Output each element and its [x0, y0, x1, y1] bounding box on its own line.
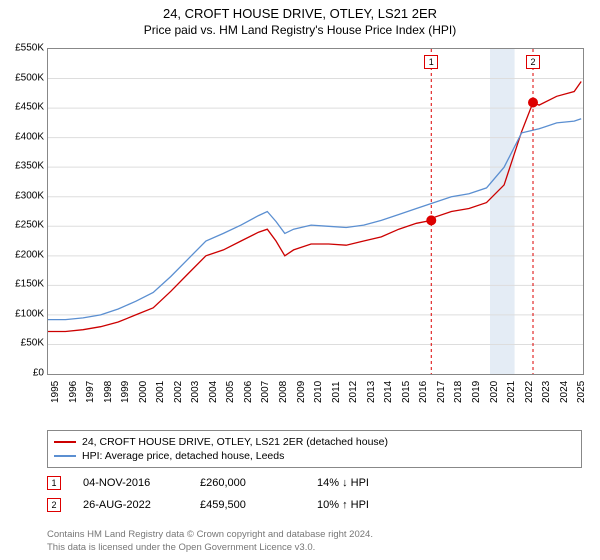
sale-id-box: 2	[47, 498, 61, 512]
sale-id-box: 1	[47, 476, 61, 490]
page-title: 24, CROFT HOUSE DRIVE, OTLEY, LS21 2ER	[0, 0, 600, 21]
footer-text: Contains HM Land Registry data © Crown c…	[47, 529, 582, 554]
x-tick-label: 2014	[383, 381, 394, 403]
table-row: 2 26-AUG-2022 £459,500 10% ↑ HPI	[47, 494, 582, 516]
y-tick-label: £200K	[15, 249, 44, 260]
x-tick-label: 2007	[260, 381, 271, 403]
x-tick-label: 1996	[68, 381, 79, 403]
legend-label: 24, CROFT HOUSE DRIVE, OTLEY, LS21 2ER (…	[82, 436, 388, 448]
x-tick-label: 2009	[296, 381, 307, 403]
x-tick-label: 2002	[173, 381, 184, 403]
y-tick-label: £450K	[15, 102, 44, 113]
y-tick-label: £150K	[15, 279, 44, 290]
x-tick-label: 2006	[243, 381, 254, 403]
y-tick-label: £550K	[15, 43, 44, 54]
y-tick-label: £400K	[15, 131, 44, 142]
x-tick-label: 2003	[190, 381, 201, 403]
legend-item: 24, CROFT HOUSE DRIVE, OTLEY, LS21 2ER (…	[54, 435, 575, 449]
y-tick-label: £50K	[21, 338, 44, 349]
y-tick-label: £500K	[15, 72, 44, 83]
y-tick-label: £0	[33, 368, 44, 379]
legend-swatch	[54, 455, 76, 457]
sale-price: £459,500	[200, 499, 295, 511]
sale-delta: 10% ↑ HPI	[317, 499, 412, 511]
y-tick-label: £300K	[15, 190, 44, 201]
x-tick-label: 2023	[541, 381, 552, 403]
x-tick-label: 2016	[418, 381, 429, 403]
legend-swatch	[54, 441, 76, 443]
y-tick-label: £250K	[15, 220, 44, 231]
x-tick-label: 2017	[436, 381, 447, 403]
x-tick-label: 2004	[208, 381, 219, 403]
x-tick-label: 2000	[138, 381, 149, 403]
x-tick-label: 2019	[471, 381, 482, 403]
sales-table: 1 04-NOV-2016 £260,000 14% ↓ HPI 2 26-AU…	[47, 472, 582, 516]
legend-item: HPI: Average price, detached house, Leed…	[54, 449, 575, 463]
sale-date: 04-NOV-2016	[83, 477, 178, 489]
legend-label: HPI: Average price, detached house, Leed…	[82, 450, 284, 462]
x-tick-label: 2024	[559, 381, 570, 403]
x-tick-label: 1999	[120, 381, 131, 403]
sale-delta: 14% ↓ HPI	[317, 477, 412, 489]
x-tick-label: 2020	[489, 381, 500, 403]
sale-price: £260,000	[200, 477, 295, 489]
price-chart: 12	[47, 48, 584, 375]
y-tick-label: £350K	[15, 161, 44, 172]
x-tick-label: 2001	[155, 381, 166, 403]
x-tick-label: 2021	[506, 381, 517, 403]
page-subtitle: Price paid vs. HM Land Registry's House …	[0, 21, 600, 43]
x-tick-label: 2008	[278, 381, 289, 403]
sale-date: 26-AUG-2022	[83, 499, 178, 511]
x-tick-label: 2011	[331, 381, 342, 403]
event-marker-box: 1	[424, 55, 438, 69]
x-tick-label: 2025	[576, 381, 587, 403]
chart-svg	[48, 49, 583, 374]
x-tick-label: 2015	[401, 381, 412, 403]
y-tick-label: £100K	[15, 308, 44, 319]
x-tick-label: 1997	[85, 381, 96, 403]
x-tick-label: 2018	[453, 381, 464, 403]
x-tick-label: 1995	[50, 381, 61, 403]
x-tick-label: 2005	[225, 381, 236, 403]
x-tick-label: 2013	[366, 381, 377, 403]
table-row: 1 04-NOV-2016 £260,000 14% ↓ HPI	[47, 472, 582, 494]
x-tick-label: 2012	[348, 381, 359, 403]
event-marker-box: 2	[526, 55, 540, 69]
x-tick-label: 2010	[313, 381, 324, 403]
x-tick-label: 1998	[103, 381, 114, 403]
x-tick-label: 2022	[524, 381, 535, 403]
legend: 24, CROFT HOUSE DRIVE, OTLEY, LS21 2ER (…	[47, 430, 582, 468]
